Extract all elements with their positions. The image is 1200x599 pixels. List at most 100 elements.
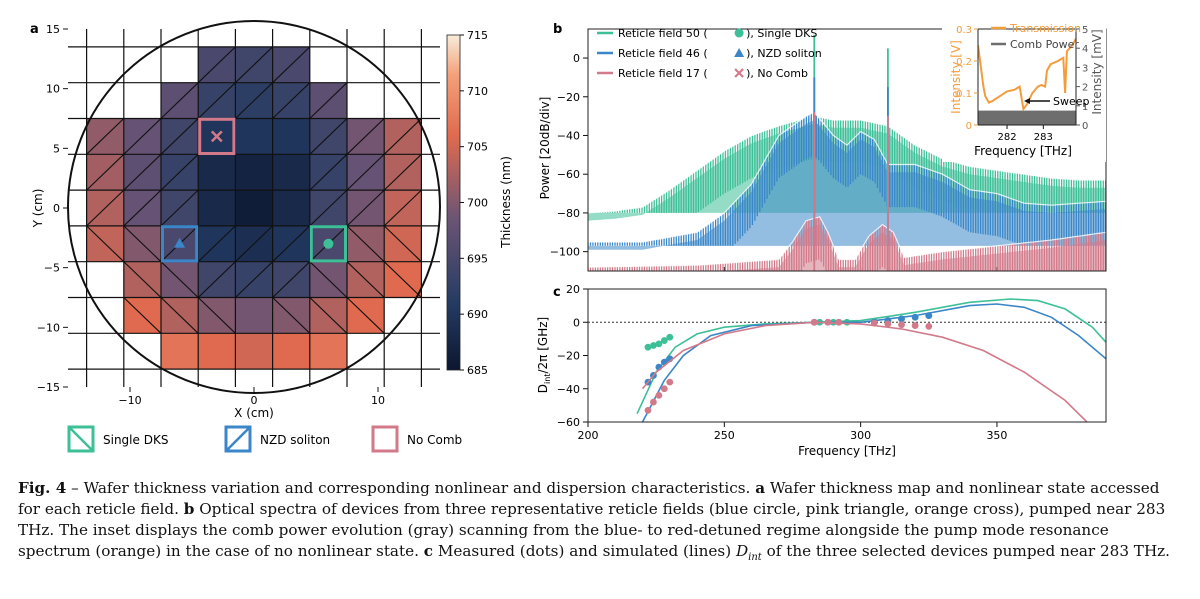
legend-label-dks: Single DKS (103, 433, 168, 447)
colorbar-tick-label: 715 (467, 29, 488, 42)
series-nocomb (588, 216, 1106, 271)
x-tick-label-c: 350 (986, 429, 1007, 442)
inset-y-tick-label-left: 0.1 (956, 89, 972, 100)
thickness-cell (272, 118, 310, 155)
hatch-nzd (383, 153, 422, 191)
measured-dot-nocomb (644, 406, 652, 414)
measured-dot-nocomb (911, 322, 919, 329)
hatch-dks (160, 261, 199, 298)
y-tick-label-a: 10 (46, 83, 60, 96)
y-tick-label-c: 0 (573, 316, 580, 329)
sim-line-dks (636, 298, 1106, 415)
x-axis-label-c: Frequency [THz] (798, 444, 896, 458)
legend-hatch (225, 426, 251, 452)
inset-y-tick-label-right: 3 (1082, 63, 1088, 74)
measured-dot-nzd (898, 315, 905, 323)
colorbar-tick-label: 695 (467, 252, 488, 265)
legend-label-dks: Reticle field 50 ( (618, 27, 708, 40)
hatch-nzd (197, 82, 236, 119)
y-tick-label-c: 20 (566, 283, 580, 296)
legend-b: Reticle field 50 (), Single DKS Reticle f… (597, 27, 822, 80)
hatch-nzd (272, 46, 311, 84)
inset-legend-label-orange: Transmission (1009, 22, 1081, 35)
thickness-cell (235, 118, 273, 155)
inset-y-tick-label-left: 0.3 (956, 25, 972, 36)
measured-dot-nocomb (650, 398, 657, 406)
y-tick-label-b: −80 (557, 207, 580, 220)
y-tick-label-c: −60 (557, 416, 580, 429)
y-tick-label-a: 15 (46, 23, 60, 36)
caption-fig-label: Fig. 4 (18, 479, 67, 497)
measured-dot-nocomb (835, 318, 843, 326)
y-tick-label-a: −15 (37, 381, 60, 394)
y-tick-label-b: −40 (557, 129, 580, 142)
x-tick-label-c: 300 (850, 429, 871, 442)
sim-line-nocomb (641, 321, 1088, 422)
hatch-nzd (346, 189, 385, 227)
y-tick-label-a: −5 (44, 262, 60, 275)
panel-a-wafer-map: −10 0 10 −15 −10 −5 0 5 10 15 X (cm) Y (cm) 685 69… (31, 20, 513, 453)
legend-label-nocomb: Reticle field 17 ( (618, 67, 708, 80)
measured-dot-nzd (911, 313, 919, 321)
hatch-nzd (235, 82, 273, 119)
caption-c-text-1: Measured (dots) and simulated (lines) (437, 542, 732, 560)
legend-marker-circle (734, 28, 744, 38)
caption-b-label: b (183, 500, 195, 518)
hatch-nzd (86, 118, 125, 155)
legend-swatch-nzd (224, 425, 252, 453)
hatch-dks (346, 297, 385, 334)
hatch-dks (383, 261, 422, 298)
measured-dot-nocomb (884, 320, 892, 328)
hatch-nzd (235, 261, 273, 298)
thickness-cell (272, 333, 310, 370)
measured-dot-dks (666, 333, 674, 341)
panel-a-label: a (30, 22, 39, 37)
hatch-nzd (272, 225, 311, 263)
figure-caption: Fig. 4 – Wafer thickness variation and c… (18, 478, 1186, 568)
inset-sweep-label: Sweep (1053, 95, 1090, 108)
legend-hatch (68, 426, 94, 452)
inset-y-label-left: Intensity [V] (949, 40, 963, 114)
y-axis-label-c: Dint/2π [GHz] (536, 317, 552, 393)
caption-a-text: Wafer thickness map and nonlinear state … (18, 479, 1160, 518)
hatch-dks (160, 297, 199, 334)
thickness-cell (272, 190, 310, 226)
x-tick-label-a: 10 (371, 394, 385, 407)
thickness-cell (198, 154, 236, 191)
thickness-cell (161, 333, 199, 370)
y-tick-label-b: −20 (557, 91, 580, 104)
colorbar-tick-label: 710 (467, 85, 488, 98)
hatch-dks (309, 297, 348, 334)
measured-dot-nocomb (925, 323, 933, 330)
measured-dot-nocomb (870, 319, 878, 327)
thickness-cell (198, 190, 236, 226)
measured-dot-nocomb (824, 318, 832, 326)
measured-dot-nocomb (655, 392, 663, 399)
inset-x-label: Frequency [THz] (974, 144, 1072, 158)
legend-suffix-nocomb: ), No Comb (746, 67, 808, 80)
caption-b-text: Optical spectra of devices from three re… (18, 500, 1166, 560)
marker-triangle (174, 237, 186, 248)
panel-b-spectra: 0 −20 −40 −60 −80 −100 Power [20dB/div] Retic… (538, 20, 1107, 272)
hatch-dks (123, 225, 162, 263)
y-axis-label-a: Y (cm) (31, 189, 45, 229)
panel-b-label: b (553, 22, 562, 37)
y-tick-label-a: 0 (53, 202, 60, 215)
hatch-nzd (160, 118, 199, 155)
marker-circle (323, 238, 334, 249)
y-tick-label-a: 5 (53, 142, 60, 155)
hatch-nzd (160, 189, 199, 227)
hatch-nzd (235, 225, 273, 263)
measured-dot-dks (655, 340, 663, 348)
colorbar-tick-label: 705 (467, 141, 488, 154)
thickness-cell (309, 333, 347, 370)
hatch-dks (309, 261, 348, 298)
inset-y-tick-label-right: 0 (1082, 121, 1088, 132)
hatch-nzd (197, 261, 236, 298)
measured-dot-nocomb (810, 318, 818, 326)
colorbar (446, 34, 461, 371)
measured-dot-nocomb (898, 321, 905, 329)
hatch-nzd (123, 118, 162, 155)
caption-c-text-2: of the three selected devices pumped nea… (766, 542, 1171, 560)
inset-x-tick-label: 282 (997, 132, 1016, 143)
